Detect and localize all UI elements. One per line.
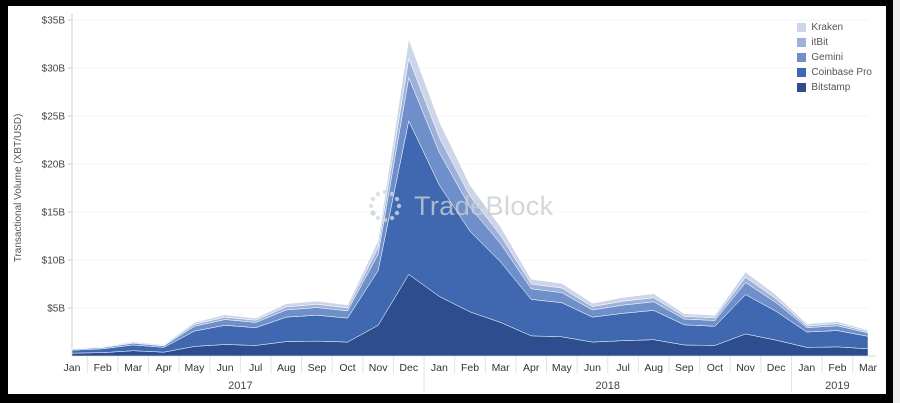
volume-stacked-area-chart: $5B $10B $15B $20B $25B $30B $35B Jan Feb Mar Apr M… <box>13 14 878 392</box>
y-tick-label: $30B <box>42 64 66 75</box>
x-tick-label: Sep <box>675 362 694 374</box>
legend-item-coinbase-pro[interactable]: Coinbase Pro <box>797 67 872 78</box>
x-tick-label: Jul <box>249 362 262 374</box>
x-tick-label: Apr <box>523 362 540 374</box>
y-axis-title: Transactional Volume (XBT/USD) <box>13 114 24 263</box>
year-label: 2017 <box>228 380 252 392</box>
x-tick-label: Feb <box>461 362 479 374</box>
series-area-kraken <box>71 38 869 350</box>
x-tick-label: May <box>552 362 573 374</box>
legend-label: itBit <box>811 37 829 48</box>
x-tick-label: Mar <box>124 362 143 374</box>
y-tick-label: $25B <box>42 112 66 123</box>
y-tick-label: $20B <box>42 160 66 171</box>
legend-swatch <box>797 68 807 77</box>
legend-label: Coinbase Pro <box>811 67 872 78</box>
screen-edge-strip <box>893 0 900 403</box>
x-tick-label: Oct <box>339 362 355 374</box>
x-tick-label: Sep <box>308 362 327 374</box>
legend-label: Bitstamp <box>811 82 851 93</box>
legend-item-itbit[interactable]: itBit <box>797 37 872 48</box>
legend-item-bitstamp[interactable]: Bitstamp <box>797 82 872 93</box>
legend-label: Kraken <box>811 22 844 33</box>
legend-item-gemini[interactable]: Gemini <box>797 52 872 63</box>
x-tick-label: Feb <box>94 362 112 374</box>
x-tick-label: Oct <box>707 362 723 374</box>
legend-item-kraken[interactable]: Kraken <box>797 22 872 33</box>
x-tick-label: Jan <box>64 362 81 374</box>
chart-legend: Kraken itBit Gemini Coinbase Pro Bitstamp <box>797 22 872 93</box>
legend-swatch <box>797 53 807 62</box>
x-tick-label: Mar <box>859 362 878 374</box>
x-tick-label: Dec <box>399 362 418 374</box>
year-label: 2018 <box>596 380 620 392</box>
y-tick-label: $10B <box>42 256 66 267</box>
x-tick-label: Jan <box>798 362 815 374</box>
x-tick-label: Aug <box>277 362 296 374</box>
y-tick-label: $15B <box>42 208 66 219</box>
y-tick-label: $5B <box>47 304 65 315</box>
x-tick-label: Jun <box>217 362 234 374</box>
x-tick-label: Dec <box>767 362 786 374</box>
chart-panel: $5B $10B $15B $20B $25B $30B $35B Jan Feb Mar Apr M… <box>8 6 886 394</box>
x-tick-label: Jan <box>431 362 448 374</box>
legend-label: Gemini <box>811 52 844 63</box>
legend-swatch <box>797 83 807 92</box>
x-tick-label: Mar <box>492 362 511 374</box>
legend-swatch <box>797 38 807 47</box>
legend-swatch <box>797 23 807 32</box>
x-tick-label: Feb <box>828 362 846 374</box>
y-tick-label: $35B <box>42 16 66 27</box>
x-tick-label: Nov <box>736 362 755 374</box>
x-tick-label: Jul <box>616 362 629 374</box>
x-tick-label: May <box>185 362 206 374</box>
year-label: 2019 <box>825 380 849 392</box>
x-tick-label: Apr <box>156 362 173 374</box>
x-tick-label: Nov <box>369 362 388 374</box>
x-tick-label: Aug <box>644 362 663 374</box>
x-tick-label: Jun <box>584 362 601 374</box>
